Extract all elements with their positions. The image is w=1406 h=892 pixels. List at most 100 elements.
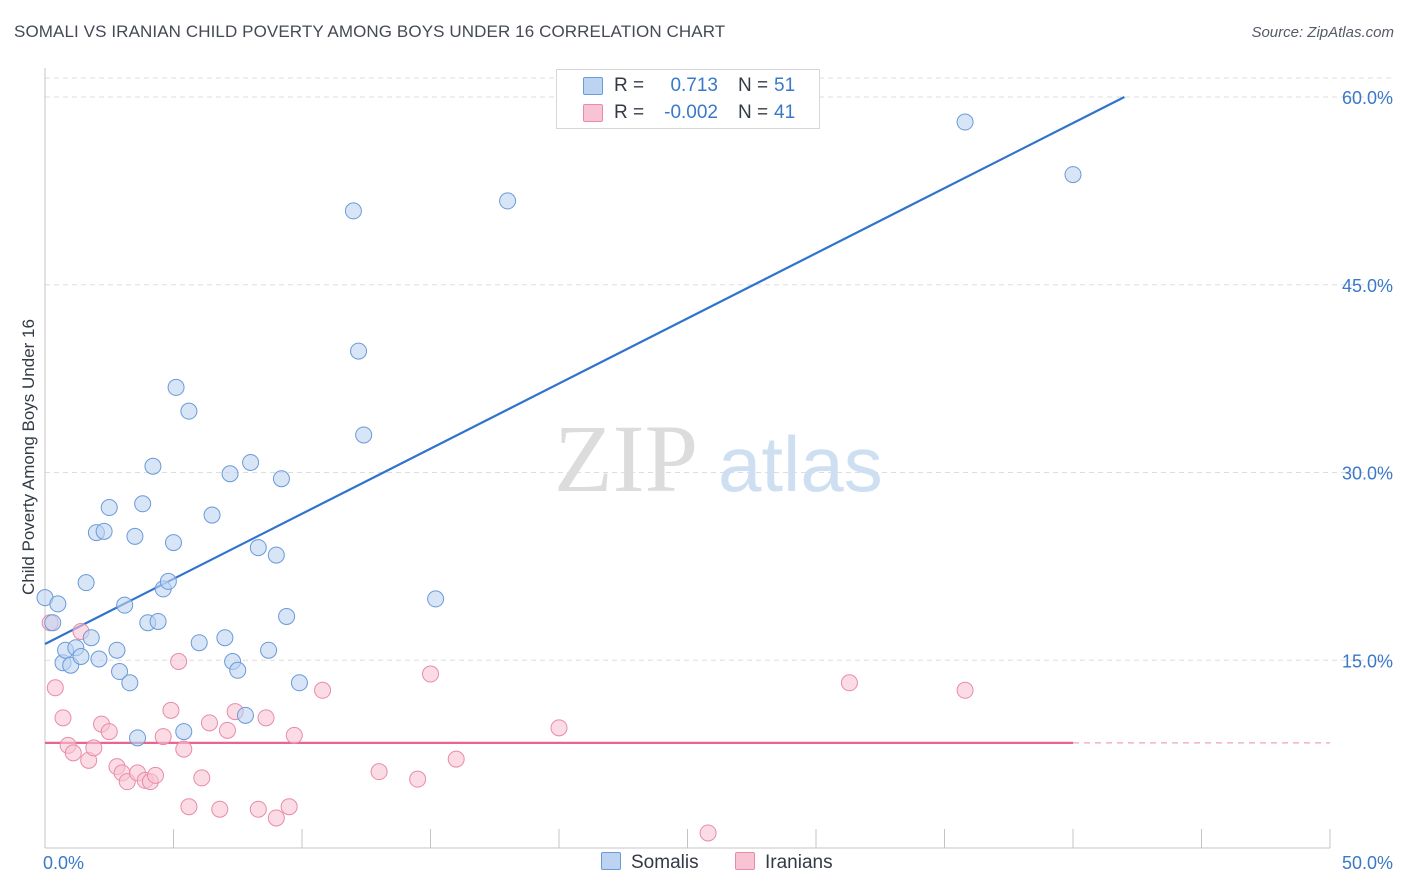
iranian-point: [85, 739, 103, 757]
iranian-point: [249, 800, 267, 818]
y-axis-title: Child Poverty Among Boys Under 16: [19, 319, 38, 595]
somali-point: [121, 674, 139, 692]
iranians-swatch: [583, 104, 603, 122]
iranian-point: [200, 714, 218, 732]
somali-point: [229, 661, 247, 679]
somali-point: [249, 539, 267, 557]
somali-point: [134, 495, 152, 513]
legend-somalis[interactable]: Somalis: [601, 852, 699, 874]
r-label: R =: [614, 75, 645, 96]
iranian-point: [409, 770, 427, 788]
iranian-point: [370, 763, 388, 781]
somali-point: [221, 465, 239, 483]
axes-layer: [44, 68, 1331, 849]
somali-point: [1064, 166, 1082, 184]
n-label: N =: [738, 75, 769, 96]
somali-point: [344, 202, 362, 220]
iranian-point: [218, 721, 236, 739]
watermark: ZIP atlas: [554, 405, 883, 512]
somali-point: [190, 634, 208, 652]
somali-point: [278, 607, 296, 625]
axis-labels: 15.0% 30.0% 45.0% 60.0% 0.0% 50.0% Child Pover…: [19, 88, 1393, 873]
somali-point: [272, 470, 290, 488]
iranian-point: [314, 681, 332, 699]
somali-point: [44, 614, 62, 632]
somali-point: [129, 729, 147, 747]
somali-point: [126, 527, 144, 545]
iranian-point: [840, 674, 858, 692]
somali-point: [95, 522, 113, 540]
somali-point: [267, 546, 285, 564]
y-tick-label: 30.0%: [1342, 464, 1393, 484]
chart-title: SOMALI VS IRANIAN CHILD POVERTY AMONG BO…: [14, 22, 726, 41]
iranian-point: [422, 665, 439, 683]
legend-row-iranians: R = -0.002 N = 41: [557, 100, 819, 127]
somali-point: [956, 113, 974, 131]
r-label: R =: [614, 102, 645, 123]
iranian-point: [175, 740, 193, 758]
somali-point: [175, 723, 193, 741]
data-points: [36, 113, 1082, 842]
iranian-point: [257, 709, 275, 727]
grid-layer: [45, 77, 1392, 661]
n-label: N =: [738, 102, 769, 123]
legend-row-somalis: R = 0.713 N = 51: [557, 73, 819, 100]
iranian-point: [280, 798, 298, 816]
y-tick-label: 15.0%: [1342, 651, 1393, 671]
somali-point: [350, 342, 368, 360]
somali-point: [427, 590, 445, 608]
somali-point: [82, 629, 100, 647]
iranians-legend-swatch: [735, 852, 755, 870]
somalis-legend-swatch: [601, 852, 621, 870]
iranian-point: [147, 766, 165, 784]
watermark-zip: ZIP: [554, 405, 698, 512]
iranians-legend-label: Iranians: [765, 852, 833, 873]
somali-point: [72, 647, 90, 665]
source-credit: Source: ZipAtlas.com: [1251, 24, 1394, 41]
iranian-point: [162, 701, 180, 719]
trend-lines: [44, 96, 1330, 744]
somali-point: [49, 595, 67, 613]
somali-point: [499, 192, 517, 210]
iranian-point: [100, 723, 118, 741]
somali-point: [242, 453, 260, 471]
iranian-point: [170, 653, 188, 671]
somali-point: [216, 629, 234, 647]
somali-point: [203, 506, 221, 524]
somali-point: [77, 574, 95, 592]
somali-trend-line: [44, 96, 1125, 645]
somali-point: [116, 596, 134, 614]
iranian-point: [154, 728, 172, 746]
iranian-point: [956, 681, 974, 699]
n-value: 51: [774, 75, 796, 96]
iranian-point: [285, 726, 303, 744]
iranian-point: [211, 800, 229, 818]
watermark-atlas: atlas: [718, 420, 883, 508]
r-value: -0.002: [664, 102, 718, 123]
iranian-point: [550, 719, 568, 737]
somali-point: [355, 426, 373, 444]
iranian-point: [447, 750, 465, 768]
somalis-swatch: [583, 77, 603, 95]
somali-point: [149, 612, 167, 630]
somali-point: [111, 663, 129, 681]
x-tick-label: 50.0%: [1342, 853, 1393, 873]
somali-point: [108, 641, 126, 659]
somali-point: [236, 706, 254, 724]
r-value: 0.713: [670, 75, 718, 96]
somali-point: [180, 402, 198, 420]
somali-point: [290, 674, 308, 692]
x-tick-label: 0.0%: [43, 853, 84, 873]
n-value: 41: [774, 102, 796, 123]
somali-point: [144, 457, 162, 475]
legend-iranians[interactable]: Iranians: [735, 852, 833, 874]
somali-point: [167, 378, 185, 396]
somali-point: [90, 650, 108, 668]
iranian-point: [193, 769, 211, 787]
iranian-point: [64, 744, 82, 762]
correlation-legend: R = 0.713 N = 51 R = -0.002 N = 41: [556, 69, 820, 129]
y-tick-label: 45.0%: [1342, 276, 1393, 296]
iranian-point: [267, 809, 285, 827]
somali-point: [260, 641, 278, 659]
